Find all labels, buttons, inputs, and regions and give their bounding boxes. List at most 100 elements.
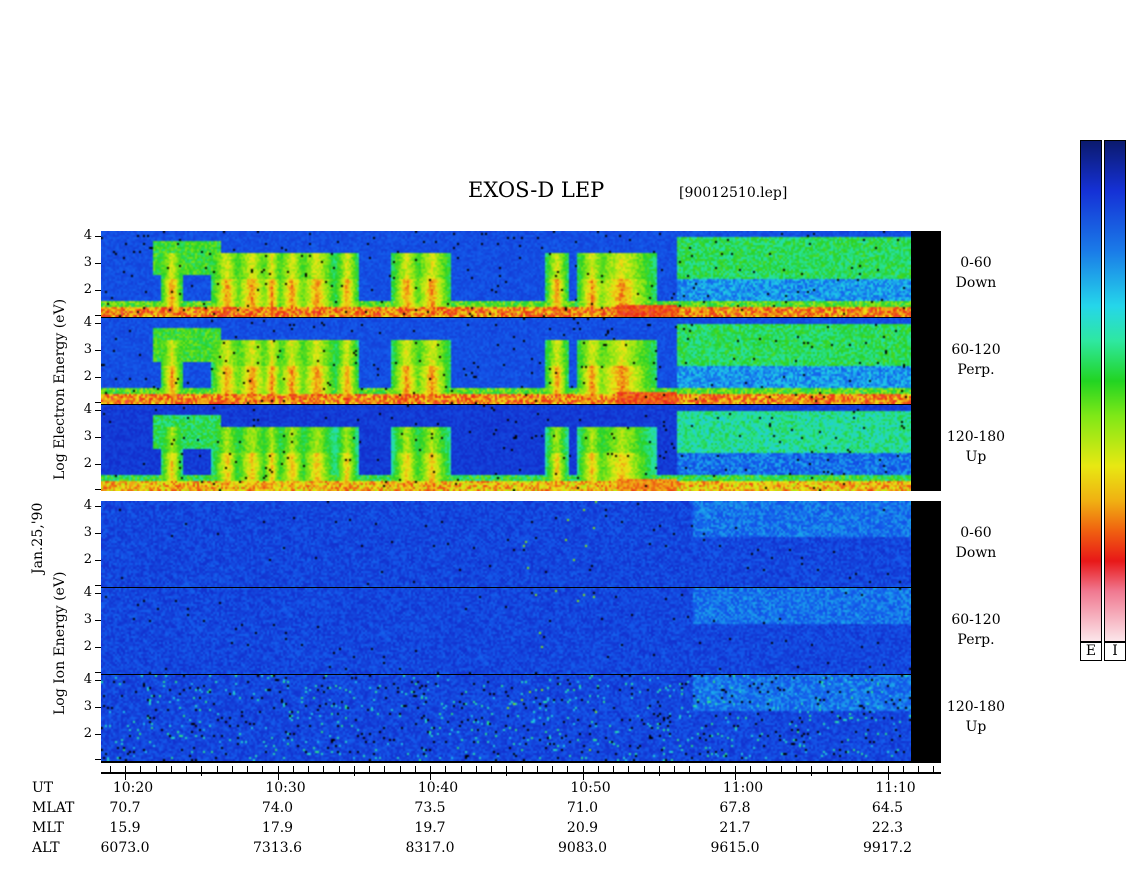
colorbar-electron (1080, 140, 1102, 642)
x-value-ut: 10:20 (112, 780, 154, 796)
pitch-direction: Up (965, 719, 987, 735)
date-label: Jan.25,'90 (30, 502, 46, 574)
x-value-ut: 11:10 (875, 780, 916, 796)
electron-panel-3-blank (911, 405, 941, 491)
electron-ytick-mark (95, 350, 101, 352)
x-minor-tick (658, 766, 660, 776)
x-minor-tick (826, 766, 828, 774)
electron-ytick-label: 4 (83, 402, 92, 418)
ion-spectrogram-3 (101, 675, 911, 761)
x-minor-tick (933, 766, 935, 774)
x-minor-tick (445, 766, 447, 774)
ion-ytick-mark (95, 533, 101, 535)
ion-ytick-mark (95, 680, 101, 682)
x-minor-tick (674, 766, 675, 774)
electron-ytick-mark (95, 290, 101, 292)
x-value-mlat: 73.5 (414, 800, 446, 816)
electron-ytick-label: 3 (83, 429, 92, 445)
electron-ytick-mark (95, 437, 101, 439)
colorbar-ion (1104, 140, 1126, 642)
x-major-tick (582, 766, 584, 780)
x-minor-tick (750, 766, 752, 774)
x-minor-tick (689, 766, 691, 774)
x-minor-tick (491, 766, 492, 774)
ion-panel-separator (101, 761, 941, 763)
x-minor-tick (140, 766, 142, 774)
ion-ytick-mark (95, 672, 101, 673)
x-value-ut: 10:50 (570, 780, 611, 796)
row-label-mlt: MLT (32, 820, 64, 836)
x-value-ut: 10:30 (265, 780, 306, 796)
x-major-tick (277, 766, 279, 780)
x-minor-tick (353, 766, 355, 776)
x-minor-tick (460, 766, 462, 774)
x-axis-line (101, 772, 941, 774)
x-value-ut: 10:40 (417, 780, 459, 796)
x-minor-tick (384, 766, 386, 774)
x-value-ut: 11:00 (722, 780, 764, 796)
electron-panel-2-blank (911, 318, 941, 404)
x-minor-tick (323, 766, 325, 774)
x-minor-tick (719, 766, 721, 774)
x-minor-tick (292, 766, 294, 774)
electron-ytick-mark (95, 323, 101, 325)
x-minor-tick (231, 766, 233, 774)
electron-spectrogram-1 (101, 231, 911, 317)
electron-ytick-label: 2 (83, 282, 92, 298)
x-value-mlat: 70.7 (109, 800, 141, 816)
electron-pitch-label-2: 60-120 Perp. (936, 340, 1016, 380)
ion-ytick-label: 3 (83, 699, 92, 715)
ion-panel-3-blank (911, 675, 941, 761)
pitch-direction: Perp. (957, 362, 995, 378)
ion-spectrogram-2 (101, 588, 911, 674)
chart-title: EXOS-D LEP (468, 178, 605, 202)
x-minor-tick (155, 766, 157, 774)
electron-ytick-mark (95, 263, 101, 265)
x-value-mlt: 21.7 (719, 820, 751, 836)
x-minor-tick (872, 766, 874, 774)
ion-panel-1-blank (911, 501, 941, 587)
x-minor-tick (414, 766, 416, 774)
colorbar-electron-label: E (1080, 642, 1102, 661)
pitch-direction: Up (965, 449, 987, 465)
pitch-direction: Down (955, 275, 997, 291)
x-major-tick (125, 766, 126, 780)
x-minor-tick (780, 766, 782, 774)
x-value-mlat: 74.0 (261, 800, 294, 816)
x-minor-tick (170, 766, 172, 774)
x-major-tick (735, 766, 736, 780)
x-minor-tick (857, 766, 858, 774)
electron-spectrogram-3 (101, 405, 911, 491)
pitch-angle-range: 60-120 (951, 612, 1001, 628)
x-minor-tick (643, 766, 645, 774)
ion-panel-2 (101, 588, 911, 674)
pitch-angle-range: 120-180 (946, 429, 1006, 445)
electron-ytick-mark (95, 236, 101, 238)
file-label: [90012510.lep] (679, 185, 788, 201)
ion-ytick-mark (95, 585, 101, 586)
electron-ytick-mark (95, 315, 101, 316)
x-value-alt: 9917.2 (863, 840, 912, 856)
x-minor-tick (109, 766, 111, 774)
row-label-mlat: MLAT (32, 800, 75, 816)
ion-panel-1 (101, 501, 911, 587)
row-label-ut: UT (32, 780, 54, 796)
ion-panel-2-blank (911, 588, 941, 674)
ion-ytick-mark (95, 593, 101, 595)
electron-ylabel: Log Electron Energy (eV) (52, 298, 68, 480)
ion-ytick-mark (95, 647, 101, 649)
ion-ytick-label: 3 (83, 612, 92, 628)
x-minor-tick (201, 766, 203, 776)
electron-spectrogram-2 (101, 318, 911, 404)
ion-ytick-mark (95, 759, 101, 760)
pitch-direction: Perp. (957, 632, 995, 648)
electron-ytick-mark (95, 464, 101, 466)
x-minor-tick (902, 766, 904, 774)
x-minor-tick (262, 766, 264, 774)
x-value-alt: 7313.6 (253, 840, 302, 856)
ion-ytick-label: 4 (83, 585, 92, 601)
electron-ytick-label: 3 (83, 342, 92, 358)
x-minor-tick (613, 766, 614, 774)
ion-ytick-mark (95, 506, 101, 508)
ion-ytick-mark (95, 707, 101, 709)
